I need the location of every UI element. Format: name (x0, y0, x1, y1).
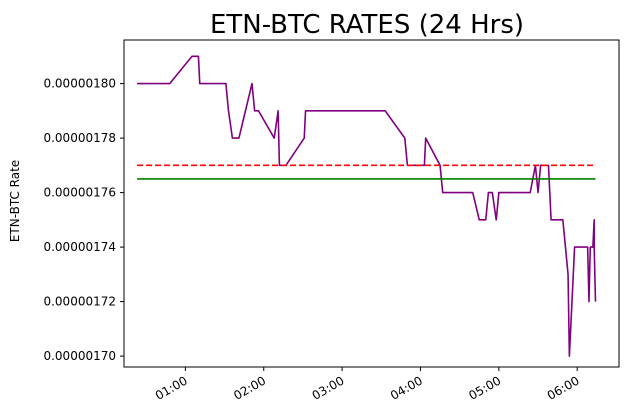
x-tick-label: 05:00 (466, 373, 503, 402)
price-series-line (137, 55, 597, 357)
chart-title: ETN-BTC RATES (24 Hrs) (210, 10, 524, 40)
y-axis-label: ETN-BTC Rate (8, 160, 22, 242)
x-tick-label: 06:00 (545, 373, 582, 402)
y-tick-label: 0.00000170 (43, 349, 116, 363)
x-tick-label: 01:00 (153, 373, 190, 402)
x-tick-label: 02:00 (231, 373, 268, 402)
y-tick-label: 0.00000172 (43, 295, 116, 309)
x-tick-label: 03:00 (310, 373, 347, 402)
plot-frame (123, 39, 620, 368)
y-tick-label: 0.00000176 (43, 186, 116, 200)
y-tick-label: 0.00000174 (43, 240, 116, 254)
y-tick-label: 0.00000178 (43, 131, 116, 145)
x-tick-label: 04:00 (388, 373, 425, 402)
y-tick-label: 0.00000180 (43, 77, 116, 91)
plot-area: 0.00000170 0.00000172 0.00000174 0.00000176… (43, 39, 620, 403)
